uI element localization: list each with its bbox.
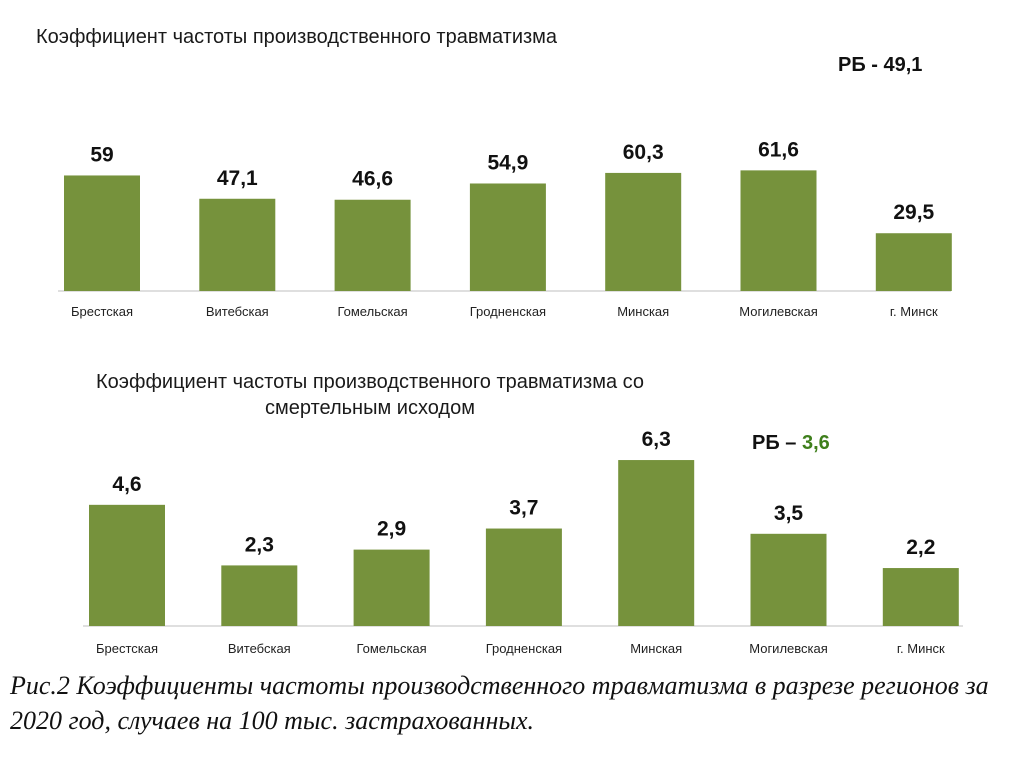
- chart2-category-label: г. Минск: [897, 641, 945, 656]
- chart2-rb-note: РБ – 3,6: [752, 432, 830, 455]
- chart1-category-label: Брестская: [71, 304, 133, 319]
- chart2-value-label: 6,3: [642, 428, 671, 451]
- chart1-value-label: 29,5: [893, 201, 934, 224]
- chart1-category-label: Минская: [617, 304, 669, 319]
- chart1-value-label: 54,9: [487, 151, 528, 174]
- chart1-bar: [875, 233, 952, 291]
- chart2-category-label: Витебская: [228, 641, 291, 656]
- chart2-category-label: Гомельская: [356, 641, 426, 656]
- chart2-svg: 4,6 Брестская 2,3 Витебская 2,9 Гомельская 3,7…: [83, 428, 963, 656]
- chart2-bar: [353, 549, 430, 626]
- chart1-category-label: Гродненская: [470, 304, 546, 319]
- chart1-rb-note: РБ - 49,1: [838, 54, 922, 77]
- chart2-rb-value: 3,6: [801, 432, 830, 454]
- chart1-bar: [469, 183, 546, 291]
- chart2-bar: [750, 533, 827, 626]
- chart1-category-label: Витебская: [206, 304, 269, 319]
- chart2-value-label: 2,9: [377, 518, 406, 541]
- figure-caption: Рис.2 Коэффициенты частоты производствен…: [10, 671, 989, 735]
- chart2-rb-prefix: РБ –: [752, 432, 802, 454]
- chart1-category-label: Могилевская: [739, 304, 818, 319]
- chart1-value-label: 61,6: [758, 138, 799, 161]
- chart2-category-label: Минская: [630, 641, 682, 656]
- chart1-bar: [64, 175, 140, 291]
- chart2-bar: [221, 565, 298, 626]
- chart1-bar: [740, 170, 817, 291]
- chart2-category-label: Могилевская: [749, 641, 828, 656]
- chart1-category-label: Гомельская: [337, 304, 407, 319]
- chart1-category-label: г. Минск: [890, 304, 938, 319]
- chart1-value-label: 47,1: [217, 167, 258, 190]
- chart1-bar: [199, 198, 276, 291]
- chart2-value-label: 4,6: [112, 473, 141, 496]
- chart2-value-label: 2,2: [906, 536, 935, 559]
- chart2-bar: [618, 460, 695, 626]
- chart2-category-label: Гродненская: [486, 641, 562, 656]
- chart2-title: Коэффициент частоты производственного тр…: [96, 371, 644, 419]
- chart2-bar: [882, 568, 959, 626]
- chart1-rb-value: 49,1: [883, 54, 923, 76]
- chart2-value-label: 3,7: [509, 497, 538, 520]
- chart1-svg: 59 Брестская 47,1 Витебская 46,6 Гомельская 54…: [58, 138, 952, 319]
- chart1-value-label: 59: [90, 143, 113, 166]
- chart2-value-label: 2,3: [245, 533, 274, 556]
- chart1-rb-prefix: РБ -: [838, 54, 884, 76]
- chart1-bar: [605, 172, 682, 291]
- chart2-bar: [485, 528, 562, 626]
- chart2-bar: [89, 504, 165, 626]
- chart2-value-label: 3,5: [774, 502, 804, 525]
- chart1-value-label: 46,6: [352, 168, 393, 191]
- chart1-bar: [334, 199, 411, 291]
- chart1-title: Коэффициент частоты производственного тр…: [36, 26, 558, 48]
- chart2-category-label: Брестская: [96, 641, 158, 656]
- chart1-value-label: 60,3: [623, 141, 664, 164]
